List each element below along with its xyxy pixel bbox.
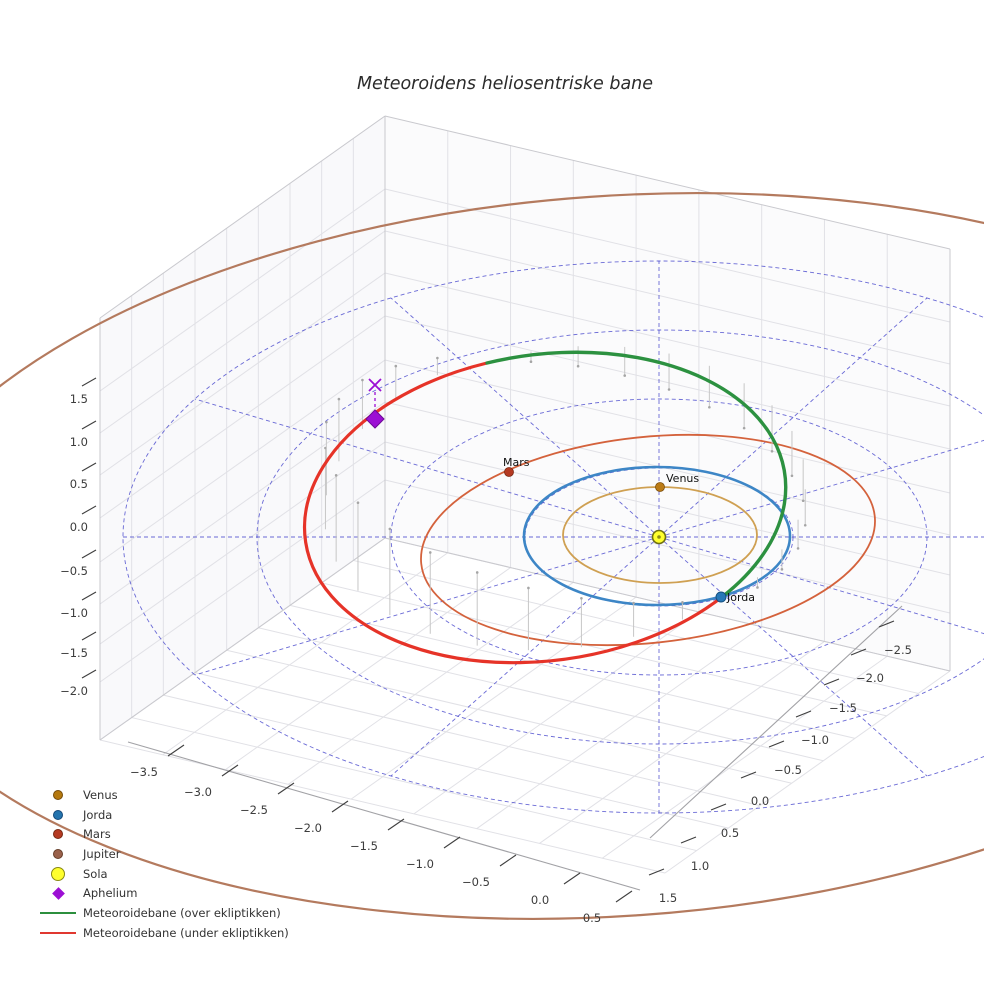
x-tick-label: −3.5: [130, 765, 158, 779]
z-tick-label: −1.5: [60, 646, 88, 660]
mars-legend-dot-icon: [53, 829, 63, 840]
jupiter-legend-dot-icon: [53, 848, 63, 859]
x-tick-label: −1.5: [350, 839, 378, 853]
y-tick-label: −1.0: [801, 733, 829, 747]
y-tick-label: 0.0: [751, 794, 769, 808]
z-tick-label: 1.0: [70, 435, 88, 449]
legend-label: Meteoroidebane (under ekliptikken): [83, 925, 289, 940]
legend-item-venus: Venus: [38, 785, 289, 805]
z-tick-label: −0.5: [60, 564, 88, 578]
legend-label: Jorda: [83, 807, 113, 822]
y-tick-label: −0.5: [774, 763, 802, 777]
meteoroid-orbit-above-ecliptic: [485, 350, 788, 599]
legend-label: Sola: [83, 866, 108, 881]
x-tick-label: −2.5: [240, 803, 268, 817]
y-tick-label: −2.0: [856, 671, 884, 685]
y-tick-label: 0.5: [721, 826, 739, 840]
legend-item-jorda: Jorda: [38, 805, 289, 825]
legend-item-meteoroid-over: Meteoroidebane (over ekliptikken): [38, 903, 289, 923]
venus-legend-dot-icon: [53, 789, 63, 800]
y-tick-label: −1.5: [829, 701, 857, 715]
y-tick-label: 1.5: [659, 891, 677, 905]
jorda-label: Jorda: [726, 591, 755, 604]
x-tick-label: −1.0: [406, 857, 434, 871]
legend-item-sola: Sola: [38, 864, 289, 884]
z-tick-label: 0.5: [70, 477, 88, 491]
legend: Venus Jorda Mars Jupiter Sola Aphelium M…: [38, 785, 289, 943]
aphelium-projection-x-icon: [368, 378, 382, 392]
z-tick-label: −1.0: [60, 606, 88, 620]
aphelium-legend-diamond-icon: [51, 886, 65, 900]
aphelium-marker: [365, 409, 385, 429]
legend-label: Meteoroidebane (over ekliptikken): [83, 905, 281, 920]
x-tick-label: −3.0: [184, 785, 212, 799]
mars-orbit: [420, 433, 876, 647]
legend-label: Aphelium: [83, 886, 138, 901]
x-tick-label: 0.5: [583, 911, 601, 925]
legend-item-meteoroid-under: Meteoroidebane (under ekliptikken): [38, 923, 289, 943]
jupiter-orbit: [0, 192, 984, 920]
x-tick-label: −2.0: [294, 821, 322, 835]
legend-label: Jupiter: [83, 846, 121, 861]
jorda-legend-dot-icon: [53, 809, 63, 820]
legend-label: Venus: [83, 787, 118, 802]
axis-ticks: −3.5−3.0−2.5−2.0−1.5−1.0−0.50.00.5−2.5−2…: [60, 377, 912, 925]
x-tick-label: 0.0: [531, 893, 549, 907]
chart-title: Meteoroidens heliosentriske bane: [356, 74, 654, 94]
z-tick-label: 1.5: [70, 392, 88, 406]
legend-label: Mars: [83, 827, 111, 842]
sun-legend-icon: [51, 866, 65, 881]
jorda-marker: [715, 591, 727, 603]
venus-marker: [655, 482, 665, 492]
z-tick-label: 0.0: [70, 520, 88, 534]
z-tick-label: −2.0: [60, 684, 88, 698]
venus-label: Venus: [666, 472, 699, 485]
legend-item-jupiter: Jupiter: [38, 844, 289, 864]
legend-item-aphelium: Aphelium: [38, 883, 289, 903]
mars-label: Mars: [503, 456, 530, 469]
axes-pane-grids: [99, 115, 951, 891]
legend-item-mars: Mars: [38, 824, 289, 844]
y-tick-label: −2.5: [884, 643, 912, 657]
red-line-legend-icon: [40, 931, 76, 934]
sun-center-dot: [657, 535, 661, 539]
green-line-legend-icon: [40, 911, 76, 914]
jorda-orbit: [522, 465, 792, 607]
x-tick-label: −0.5: [462, 875, 490, 889]
mars-marker: [504, 467, 514, 477]
y-tick-label: 1.0: [691, 859, 709, 873]
